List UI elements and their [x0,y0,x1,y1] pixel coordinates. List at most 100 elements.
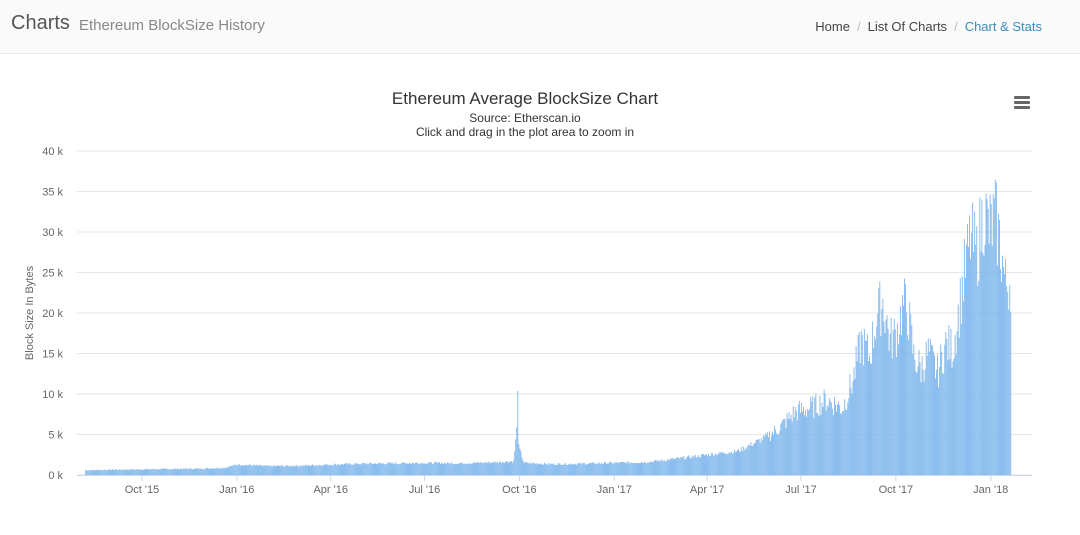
hamburger-menu-icon[interactable] [1014,96,1030,109]
bar [262,465,264,475]
bar [228,466,230,475]
bar [614,462,616,475]
bar [631,462,633,475]
bar [749,445,751,475]
bar [840,413,842,475]
brand-title[interactable]: Charts [11,12,70,34]
bar [708,453,710,475]
bar [549,464,551,475]
breadcrumb-home[interactable]: Home [815,19,850,34]
bar [408,463,409,475]
bar [693,455,695,475]
bar [91,470,93,475]
bar [945,332,947,475]
breadcrumb-list-of-charts[interactable]: List Of Charts [867,19,948,34]
bar [827,406,829,475]
bar [187,468,189,475]
bar [786,413,788,475]
bar [632,463,634,475]
bar [516,427,518,475]
bar [320,465,322,475]
bar [792,406,794,475]
y-axis-ticks: 0 k 5 k 10 k 15 k 20 k 25 k 30 k 35 k 40 k [42,146,63,482]
bar [715,453,717,475]
bar [166,468,168,475]
bar [942,373,944,475]
bar [979,197,981,475]
bar [605,462,606,475]
bar [294,466,296,475]
bar [711,452,713,475]
bar [147,468,149,475]
bar [346,463,348,475]
bar [215,468,217,475]
bar [415,462,417,475]
bar [242,465,243,475]
bar [901,335,902,475]
bar [595,464,597,475]
bar [698,457,700,475]
bar [180,468,182,475]
bar [772,431,773,475]
bar [191,468,193,475]
bar [628,463,630,475]
bar [471,463,473,475]
bar [365,464,367,475]
bar [963,238,965,475]
bar [689,457,691,475]
bar [407,463,408,475]
bar [207,468,209,475]
bar [728,452,730,475]
bar [394,462,396,475]
bar [259,464,261,475]
bar [569,463,571,475]
bar [287,465,289,475]
bar [337,464,339,475]
y-tick-label: 25 k [42,268,63,280]
bar [655,459,657,475]
bar [770,441,771,475]
bar [904,278,905,475]
bar [899,306,901,475]
bar [746,448,748,475]
bar [886,315,888,475]
bar [826,405,828,475]
bar [328,464,330,475]
bar [367,464,369,475]
bar [306,465,308,475]
bar [290,466,292,475]
bar [451,462,453,475]
bar [297,466,299,475]
bar [878,288,880,475]
bar [923,381,925,475]
bar [211,468,212,475]
bar [416,462,418,475]
bar [774,425,776,475]
bar [432,464,434,475]
bar [1009,284,1011,475]
bar [231,466,233,475]
bar [98,470,100,475]
bar [127,469,129,475]
bar [602,463,604,475]
bar [575,463,577,475]
bar [764,433,766,475]
bar [576,464,578,475]
bar [666,459,668,475]
bar [854,378,856,475]
bar [220,468,222,475]
bar [999,220,1000,475]
bar [305,465,307,475]
bar [299,466,301,475]
bar [90,470,92,475]
bar [167,468,169,475]
bar [928,351,930,475]
bar [687,455,689,475]
bar [137,469,139,475]
bar [292,465,294,475]
bar [869,355,870,475]
bar [222,468,224,475]
bar [443,464,444,475]
bar [473,463,474,475]
